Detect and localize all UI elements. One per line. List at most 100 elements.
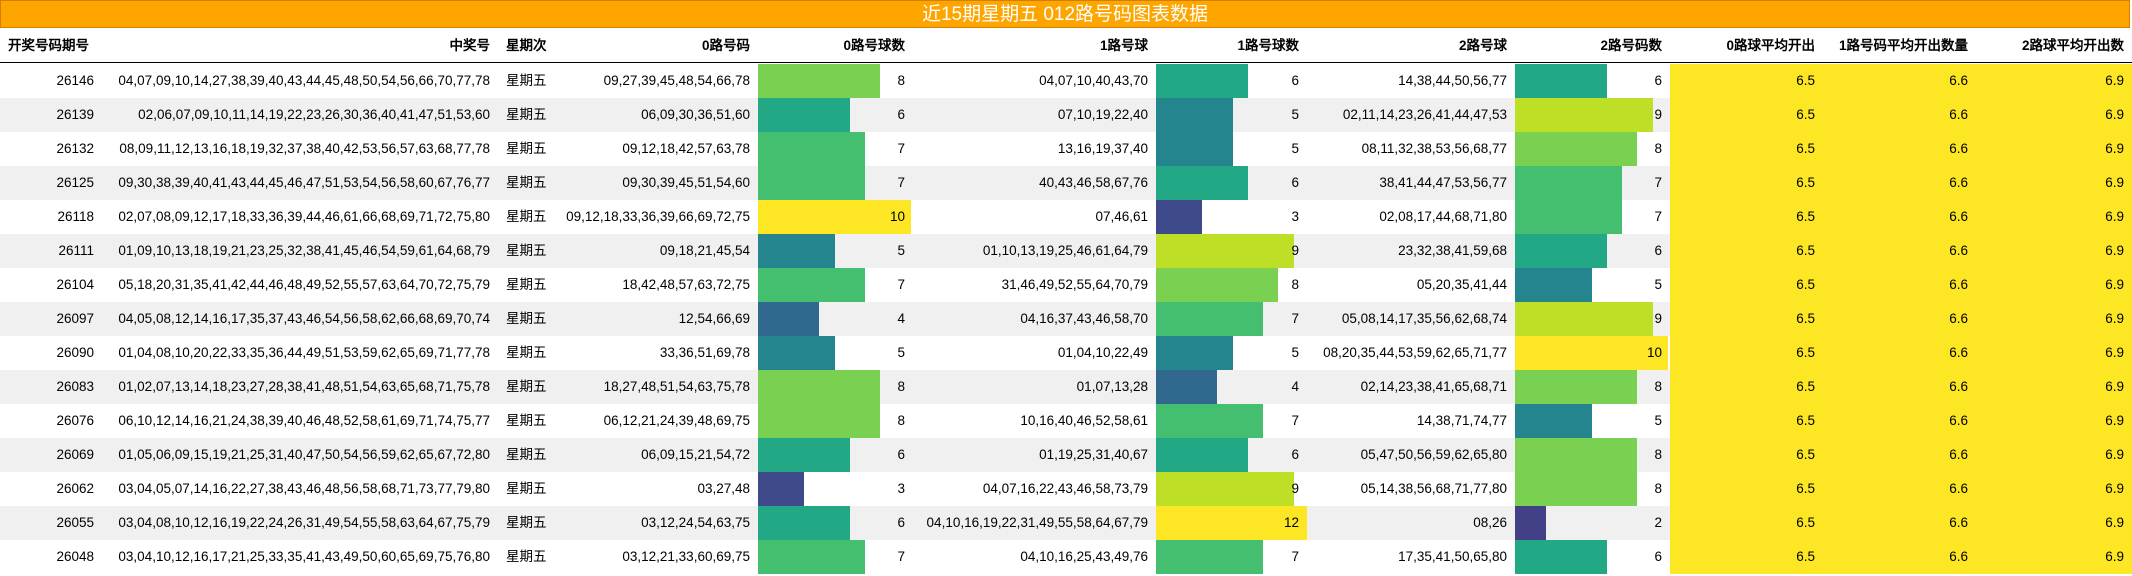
weekday-cell: 星期五 (506, 549, 547, 564)
avg1-cell: 6.6 (1949, 107, 1968, 122)
table-row[interactable]: 5 5 10 26090 01,04,08,10,20,22,33,35,36,44,4… (0, 336, 2132, 370)
r2-count-value: 10 (1646, 345, 1662, 360)
avg1-cell-fill (1823, 540, 1976, 574)
r1-count-value: 9 (1291, 481, 1299, 496)
header-r1[interactable]: 1路号球 (1099, 38, 1148, 53)
numbers-cell: 02,06,07,09,10,11,14,19,22,23,26,30,36,4… (138, 107, 490, 122)
avg0-cell: 6.5 (1796, 345, 1815, 360)
avg0-cell: 6.5 (1796, 277, 1815, 292)
weekday-cell: 星期五 (506, 107, 547, 122)
avg0-cell-fill (1670, 98, 1823, 132)
weekday-cell: 星期五 (506, 379, 547, 394)
avg1-cell-fill (1823, 506, 1976, 540)
r2-numbers-cell: 08,20,35,44,53,59,62,65,71,77 (1323, 345, 1507, 360)
table-row[interactable]: 6 12 2 26055 03,04,08,10,12,16,19,22,24,26,3… (0, 506, 2132, 540)
avg2-cell: 6.9 (2105, 345, 2124, 360)
r1-numbers-cell: 31,46,49,52,55,64,70,79 (1001, 277, 1148, 292)
table-row[interactable]: 8 4 8 26083 01,02,07,13,14,18,23,27,28,38,41… (0, 370, 2132, 404)
avg1-cell-fill (1823, 302, 1976, 336)
header-avg2[interactable]: 2路球平均开出数 (2021, 38, 2124, 53)
r0-numbers-cell: 09,27,39,45,48,54,66,78 (603, 73, 750, 88)
table-row[interactable]: 5 9 6 26111 01,09,10,13,18,19,21,23,25,32,38… (0, 234, 2132, 268)
r1-numbers-cell: 07,46,61 (1095, 209, 1148, 224)
table-row[interactable]: 7 7 6 26048 03,04,10,12,16,17,21,25,33,35,41… (0, 540, 2132, 574)
numbers-cell: 02,07,08,09,12,17,18,33,36,39,44,46,61,6… (118, 209, 490, 224)
table-row[interactable]: 7 5 8 26132 08,09,11,12,13,16,18,19,32,37,38… (0, 132, 2132, 166)
r2-count-bar (1515, 302, 1653, 336)
avg1-cell: 6.6 (1949, 209, 1968, 224)
avg2-cell: 6.9 (2105, 549, 2124, 564)
avg1-cell: 6.6 (1949, 379, 1968, 394)
issue-cell: 26125 (56, 175, 94, 190)
issue-cell: 26076 (56, 413, 94, 428)
r0-count-value: 7 (897, 549, 905, 564)
r2-count-value: 8 (1654, 379, 1662, 394)
avg1-cell-fill (1823, 200, 1976, 234)
header-avg1[interactable]: 1路号码平均开出数量 (1838, 38, 1968, 53)
table-row[interactable]: 3 9 8 26062 03,04,05,07,14,16,22,27,38,43,46… (0, 472, 2132, 506)
r1-numbers-cell: 04,16,37,43,46,58,70 (1020, 311, 1148, 326)
r0-count-value: 8 (897, 73, 905, 88)
avg0-cell-fill (1670, 370, 1823, 404)
table-row[interactable]: 4 7 9 26097 04,05,08,12,14,16,17,35,37,43,46… (0, 302, 2132, 336)
numbers-cell: 04,07,09,10,14,27,38,39,40,43,44,45,48,5… (118, 73, 490, 88)
r1-numbers-cell: 01,07,13,28 (1076, 379, 1148, 394)
issue-cell: 26111 (58, 243, 94, 258)
table-row[interactable]: 7 8 5 26104 05,18,20,31,35,41,42,44,46,48,49… (0, 268, 2132, 302)
avg1-cell-fill (1823, 404, 1976, 438)
avg2-cell-fill (1976, 438, 2132, 472)
numbers-cell: 01,05,06,09,15,19,21,25,31,40,47,50,54,5… (118, 447, 490, 462)
r0-count-value: 5 (897, 345, 905, 360)
avg2-cell: 6.9 (2105, 379, 2124, 394)
r0-count-bar (758, 370, 880, 404)
weekday-cell: 星期五 (506, 481, 547, 496)
r1-count-bar (1156, 438, 1248, 472)
r0-count-bar (758, 234, 835, 268)
table-row[interactable]: 8 6 6 26146 04,07,09,10,14,27,38,39,40,43,44… (0, 64, 2132, 98)
header-numbers[interactable]: 中奖号 (449, 38, 491, 53)
table-row[interactable]: 8 7 5 26076 06,10,12,14,16,21,24,38,39,40,46… (0, 404, 2132, 438)
avg1-cell-fill (1823, 64, 1976, 98)
r2-numbers-cell: 14,38,44,50,56,77 (1398, 73, 1507, 88)
avg2-cell: 6.9 (2105, 209, 2124, 224)
r2-numbers-cell: 38,41,44,47,53,56,77 (1379, 175, 1507, 190)
header-r0[interactable]: 0路号码 (701, 38, 750, 53)
r1-count-bar (1156, 268, 1278, 302)
r1-numbers-cell: 40,43,46,58,67,76 (1039, 175, 1148, 190)
header-avg0[interactable]: 0路球平均开出 (1726, 38, 1815, 53)
r1-count-value: 7 (1291, 413, 1299, 428)
r1-count-value: 6 (1291, 175, 1299, 190)
weekday-cell: 星期五 (506, 277, 547, 292)
avg1-cell-fill (1823, 472, 1976, 506)
header-r0-count[interactable]: 0路号球数 (843, 38, 905, 53)
r0-count-value: 6 (897, 107, 905, 122)
r1-count-value: 7 (1291, 549, 1299, 564)
header-r1-count[interactable]: 1路号球数 (1237, 38, 1299, 53)
r2-numbers-cell: 05,47,50,56,59,62,65,80 (1360, 447, 1507, 462)
avg0-cell: 6.5 (1796, 73, 1815, 88)
table-row[interactable]: 10 3 7 26118 02,07,08,09,12,17,18,33,36,39,4… (0, 200, 2132, 234)
r0-count-bar (758, 200, 911, 234)
r0-count-bar (758, 268, 865, 302)
avg1-cell-fill (1823, 370, 1976, 404)
header-r2-count[interactable]: 2路号码数 (1600, 38, 1662, 53)
r2-count-bar (1515, 404, 1592, 438)
issue-cell: 26055 (56, 515, 94, 530)
r1-numbers-cell: 04,07,10,40,43,70 (1039, 73, 1148, 88)
avg0-cell: 6.5 (1796, 481, 1815, 496)
header-weekday[interactable]: 星期次 (506, 38, 547, 53)
table-row[interactable]: 7 6 7 26125 09,30,38,39,40,41,43,44,45,46,47… (0, 166, 2132, 200)
numbers-cell: 06,10,12,14,16,21,24,38,39,40,46,48,52,5… (118, 413, 490, 428)
table-row[interactable]: 6 6 8 26069 01,05,06,09,15,19,21,25,31,40,47… (0, 438, 2132, 472)
r2-numbers-cell: 05,08,14,17,35,56,62,68,74 (1341, 311, 1507, 326)
avg0-cell: 6.5 (1796, 243, 1815, 258)
r0-count-bar (758, 64, 880, 98)
header-issue[interactable]: 开奖号码期号 (8, 38, 89, 53)
r1-count-bar (1156, 540, 1263, 574)
table-row[interactable]: 6 5 9 26139 02,06,07,09,10,11,14,19,22,23,26… (0, 98, 2132, 132)
r0-count-bar (758, 98, 850, 132)
r0-count-bar (758, 166, 865, 200)
header-r2[interactable]: 2路号球 (1458, 38, 1507, 53)
weekday-cell: 星期五 (506, 515, 547, 530)
r2-count-value: 9 (1654, 311, 1662, 326)
